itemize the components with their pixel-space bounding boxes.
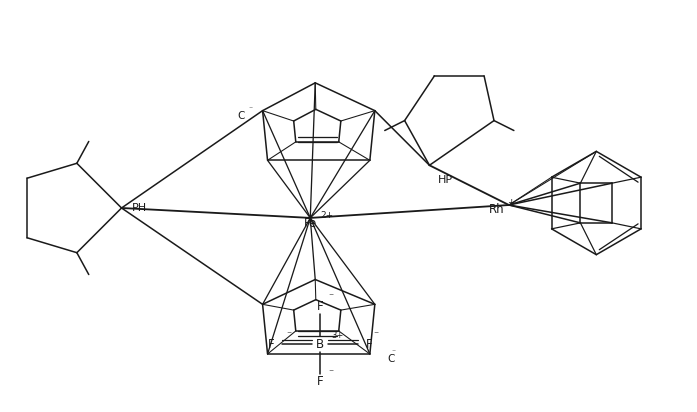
Text: Fe: Fe xyxy=(304,218,317,230)
Text: Rh: Rh xyxy=(489,204,505,216)
Text: ⁻: ⁻ xyxy=(286,330,291,340)
Text: +: + xyxy=(507,197,514,206)
Text: ⁻: ⁻ xyxy=(249,104,253,113)
Text: B: B xyxy=(316,337,324,351)
Text: ⁻: ⁻ xyxy=(374,330,379,340)
Text: F: F xyxy=(268,337,275,351)
Text: 2+: 2+ xyxy=(320,211,333,220)
Text: PH: PH xyxy=(132,203,146,213)
Text: ⁻: ⁻ xyxy=(328,293,333,302)
Text: ⁻: ⁻ xyxy=(328,368,333,378)
Text: F: F xyxy=(317,375,323,388)
Text: HP: HP xyxy=(438,175,452,185)
Text: ⁻: ⁻ xyxy=(392,347,396,356)
Text: F: F xyxy=(317,300,323,313)
Text: F: F xyxy=(366,337,372,351)
Text: C: C xyxy=(388,354,395,364)
Text: C: C xyxy=(238,110,245,121)
Text: 3+: 3+ xyxy=(331,330,344,339)
